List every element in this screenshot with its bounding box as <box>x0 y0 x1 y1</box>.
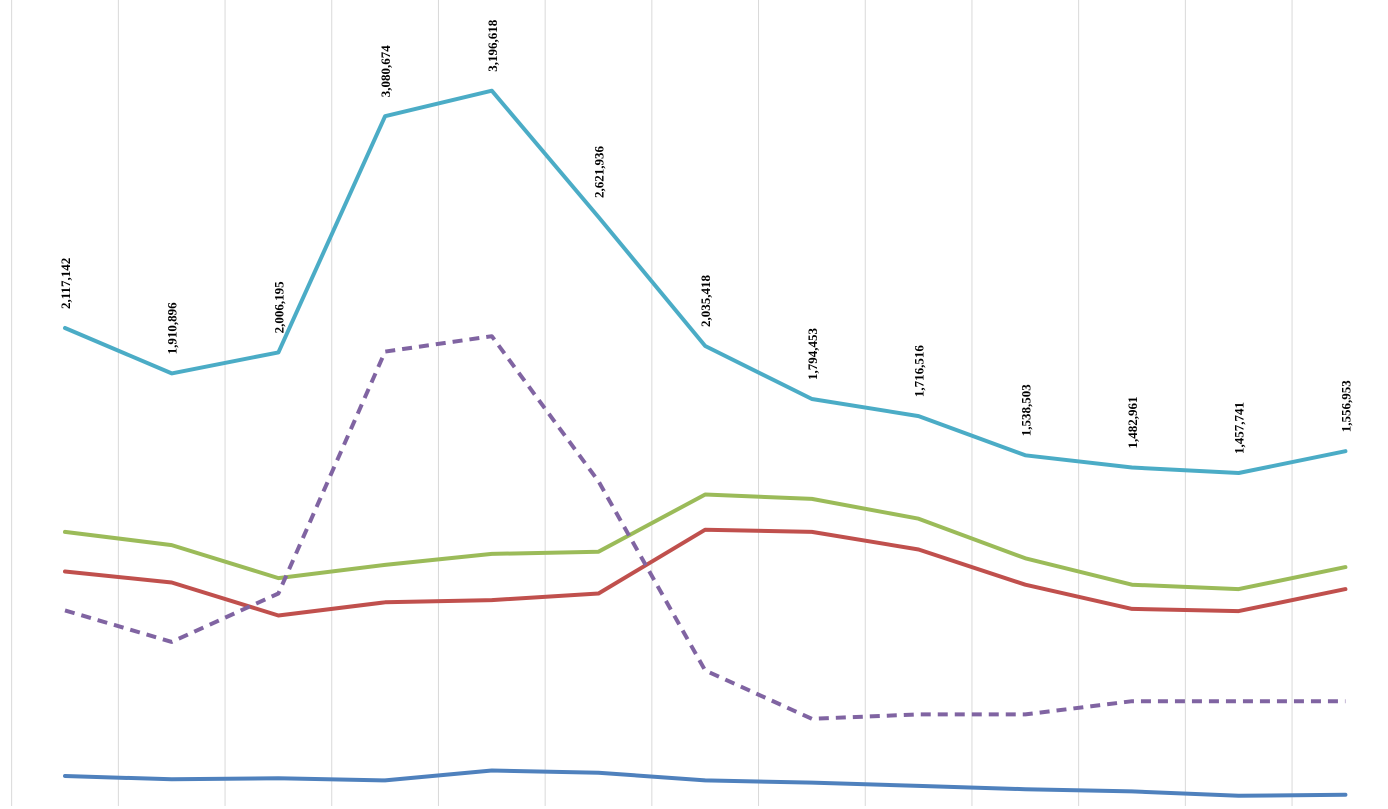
series-line-4 <box>63 768 1348 798</box>
data-label: 1,794,453 <box>805 328 820 381</box>
data-label: 2,035,418 <box>698 275 713 328</box>
data-label: 3,080,674 <box>378 45 393 98</box>
data-label: 1,716,516 <box>912 345 927 398</box>
vertical-gridlines <box>11 0 1293 806</box>
data-label: 1,556,953 <box>1338 380 1353 433</box>
data-label: 2,621,936 <box>592 146 607 199</box>
data-label: 1,910,896 <box>165 302 180 355</box>
series-line-2 <box>63 492 1348 592</box>
data-label: 1,538,503 <box>1018 384 1033 437</box>
data-label: 2,117,142 <box>58 258 73 309</box>
data-label: 2,006,195 <box>271 281 286 334</box>
data-label: 1,482,961 <box>1125 397 1140 449</box>
series-line-0 <box>63 88 1348 475</box>
series-line-1 <box>64 334 1346 721</box>
data-label: 1,457,741 <box>1232 402 1247 454</box>
data-label: 3,196,618 <box>485 19 500 72</box>
data-labels: 2,117,142 1,910,896 2,006,195 3,080,674 3,19… <box>58 19 1353 454</box>
series-layer <box>63 88 1348 798</box>
series-line-3 <box>63 527 1348 618</box>
